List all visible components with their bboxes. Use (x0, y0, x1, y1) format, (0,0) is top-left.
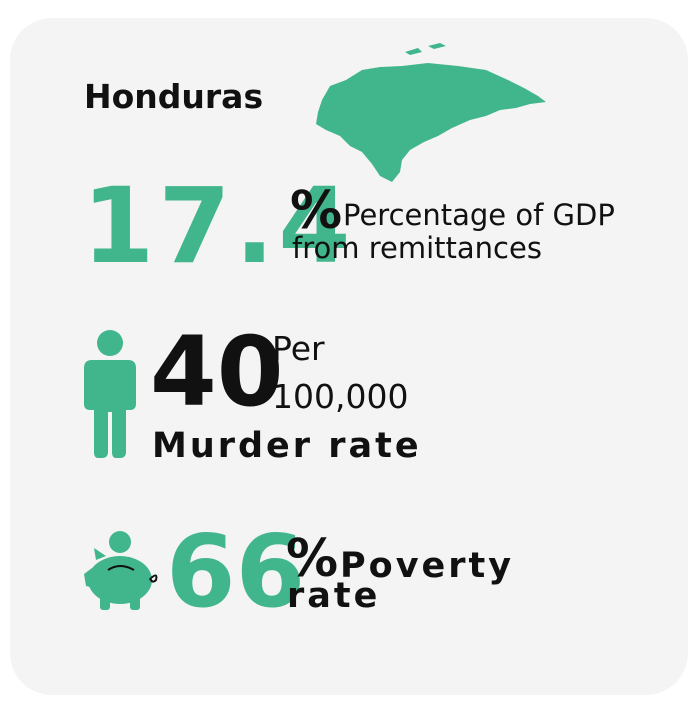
card (10, 18, 688, 695)
stat-unit: % (286, 529, 338, 589)
map-icon (316, 43, 546, 182)
stat-label: Murder rate (152, 426, 422, 466)
stat-value: 17.4 (82, 165, 355, 287)
stat-value: 40 (150, 316, 284, 428)
stat-unit: % (290, 181, 342, 241)
stat-label: from remittances (292, 231, 542, 265)
stat-value: 66 (166, 513, 305, 630)
stat-unit: 100,000 (272, 377, 408, 416)
country-title: Honduras (84, 77, 263, 116)
piggy-icon (84, 531, 158, 610)
stat-label: Percentage of GDP (343, 198, 615, 232)
person-icon (84, 330, 136, 458)
stat-unit: Per (272, 329, 325, 368)
stat-label: Poverty (340, 546, 514, 586)
stat-label: rate (287, 576, 380, 616)
